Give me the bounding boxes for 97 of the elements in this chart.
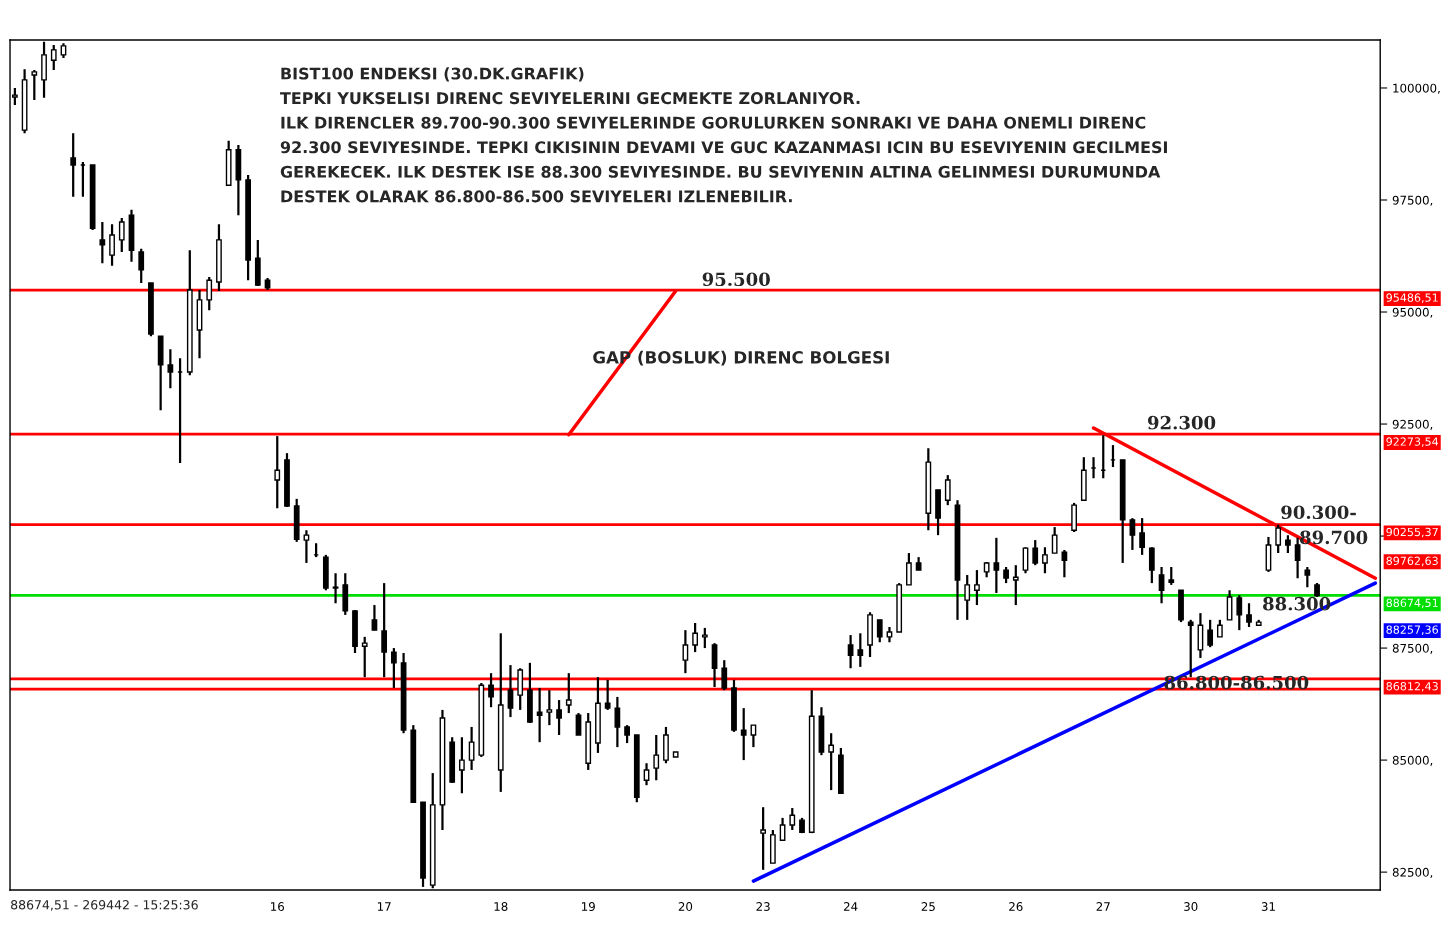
candlestick	[993, 536, 1000, 595]
candlestick	[1246, 602, 1252, 629]
candlestick	[167, 348, 174, 390]
annotation: 92.300	[1147, 415, 1216, 430]
candlestick	[488, 672, 494, 709]
candlestick	[789, 806, 796, 832]
candlestick	[828, 732, 835, 792]
candlestick	[604, 678, 611, 712]
candlestick	[1158, 565, 1165, 605]
candlestick	[750, 724, 757, 749]
candlestick	[779, 816, 786, 842]
candlestick	[974, 569, 980, 607]
candlestick	[760, 806, 767, 871]
candlestick	[944, 474, 951, 507]
x-tick-label: 27	[1096, 902, 1110, 911]
x-tick-label: 26	[1009, 902, 1023, 911]
candlestick	[536, 686, 543, 744]
x-tick-label: 18	[494, 902, 508, 911]
text: 88674,51 - 269442 - 15:25:36	[11, 900, 198, 911]
x-tick-label: 24	[843, 902, 858, 911]
text: TEPKI YUKSELISI DIRENC SEVIYELERINI GECMEKTE ZORLANIYOR. ILK DIRENCLER 89.700-90.300 SEVIYELERINDE GORULURKEN SONRAKI VE DAHA ONEMLI DIRENC 92.300 SEVIYESINDE. TEPKI CIKISININ DEVAMI VE GUC KAZANMASI ICIN BU ESEVIYENIN GECILMESI GEREKECEK. ILK DESTEK ISE 88.300 SEVIYESINDE. BU SEVIYENIN ALTINA GELINMESI DURUMUNDA DESTEK OLARAK 86.800-86.500 SEVIYELERI IZLENEBILIR.	[280, 92, 1167, 203]
candlestick	[701, 626, 708, 650]
y-tick-label: 87500,	[1392, 643, 1433, 654]
candlestick	[381, 581, 388, 679]
y-tick-label: 92500,	[1392, 419, 1433, 430]
candlestick	[614, 695, 621, 749]
candlestick	[1022, 546, 1029, 575]
candlestick	[653, 733, 660, 782]
ref-line-label: 90255,37	[1386, 527, 1438, 538]
candlestick	[303, 529, 310, 565]
ref-line-label: 86812,43	[1386, 682, 1438, 692]
candlestick	[1294, 536, 1301, 580]
x-tick-label: 30	[1184, 902, 1198, 911]
x-tick-label: 19	[582, 902, 595, 911]
candlestick	[361, 635, 368, 679]
candlestick	[1207, 618, 1214, 649]
candlestick	[1148, 546, 1155, 585]
candlestick	[847, 633, 854, 670]
annotation: 95.500	[702, 272, 770, 287]
candlestick	[507, 663, 514, 719]
candlestick	[692, 621, 698, 654]
y-tick-label: 95000,	[1392, 307, 1433, 318]
candlestick	[31, 68, 38, 102]
candlestick	[1129, 517, 1136, 552]
candlestick	[70, 132, 77, 198]
candlestick	[546, 689, 553, 727]
candlestick	[643, 762, 650, 787]
candlestick	[721, 659, 728, 692]
candlestick	[565, 672, 572, 715]
candlestick	[1275, 523, 1282, 555]
annotation: 89.700	[1300, 530, 1368, 545]
candlestick	[906, 551, 912, 587]
candlestick	[964, 573, 971, 621]
text: 88257,36	[1386, 625, 1438, 635]
candlestick	[556, 698, 562, 737]
candlestick	[274, 435, 281, 510]
candlestick	[206, 275, 213, 312]
annotation: 88.300	[1263, 596, 1331, 611]
candlestick	[876, 618, 883, 644]
x-tick-label: 25	[921, 902, 935, 911]
ref-line-label: 92273,54	[1386, 437, 1439, 447]
candlestick	[682, 629, 689, 675]
candlestick	[1042, 546, 1048, 575]
y-tick-label: 100000,	[1393, 83, 1440, 94]
y-tick-label: 82500,	[1392, 867, 1433, 878]
x-tick-label: 16	[271, 902, 285, 911]
candlestick	[740, 707, 747, 762]
text: 89762,63	[1386, 556, 1438, 567]
text: BIST100 ENDEKSI (30.DK.GRAFIK)	[281, 67, 584, 82]
y-tick-label: 85000,	[1392, 755, 1433, 766]
ref-line-label: 95486,51	[1386, 293, 1438, 303]
annotation: 90.300-	[1281, 505, 1356, 520]
candlestick	[118, 216, 125, 254]
candlestick	[1304, 565, 1311, 589]
candlestick	[138, 247, 145, 284]
candlestick	[459, 736, 465, 795]
candlestick	[1226, 589, 1233, 621]
ref-line-label: 88674,51	[1386, 598, 1438, 609]
candlestick	[99, 220, 106, 265]
x-tick-label: 31	[1261, 902, 1275, 911]
candlestick	[857, 632, 864, 668]
x-tick-label: 20	[678, 902, 693, 911]
candlestick	[1061, 548, 1068, 579]
x-tick-label: 17	[377, 902, 391, 911]
candlestick	[50, 43, 57, 72]
candlestick	[1236, 594, 1243, 632]
candlestick	[371, 603, 378, 632]
candlestick	[468, 725, 475, 772]
y-tick-label: 97500,	[1392, 195, 1433, 206]
candlestick	[390, 646, 397, 690]
candlestick	[1032, 538, 1039, 567]
candlestick	[332, 572, 339, 605]
candlestick	[1139, 517, 1146, 556]
candlestick	[109, 223, 115, 267]
candlestick	[1051, 525, 1058, 555]
candlestick	[1012, 564, 1019, 607]
x-tick-label: 23	[756, 902, 770, 911]
